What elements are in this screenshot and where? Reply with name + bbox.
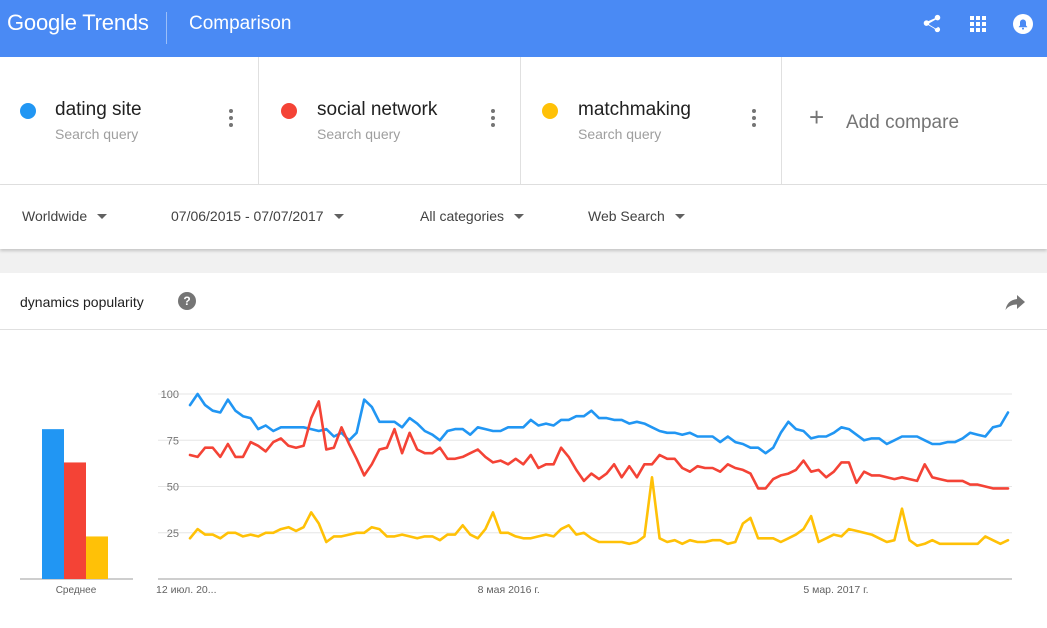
compare-card-matchmaking[interactable]: matchmaking Search query: [521, 57, 782, 185]
compare-term[interactable]: matchmaking: [578, 99, 691, 120]
google-trends-logo[interactable]: Google Trends: [7, 10, 149, 35]
series-color-dot: [20, 103, 36, 119]
search-type-value: Web Search: [588, 208, 665, 224]
x-tick-label: 5 мар. 2017 г.: [803, 584, 868, 596]
region-dropdown[interactable]: Worldwide: [22, 208, 108, 224]
more-options-icon[interactable]: [751, 109, 757, 129]
help-icon[interactable]: ?: [178, 292, 196, 310]
compare-term-type: Search query: [55, 126, 139, 142]
category-dropdown[interactable]: All categories: [420, 208, 525, 224]
dropdown-arrow-icon: [97, 213, 108, 219]
filter-bar: Worldwide 07/06/2015 - 07/07/2017 All ca…: [0, 185, 1047, 249]
more-options-icon[interactable]: [228, 109, 234, 129]
interest-line-chart: 25 50 75 100 12 июл. 20... 8 мая 2016 г. 5 мар…: [156, 389, 1012, 596]
compare-terms-row: dating site Search query social network …: [0, 57, 1047, 185]
compare-term[interactable]: dating site: [55, 99, 142, 120]
search-type-dropdown[interactable]: Web Search: [588, 208, 685, 224]
dropdown-arrow-icon: [333, 213, 344, 219]
share-icon[interactable]: [920, 12, 944, 36]
series-color-dot: [542, 103, 558, 119]
y-tick-label: 75: [167, 435, 179, 447]
average-bar-chart: Среднее: [20, 429, 133, 596]
category-value: All categories: [420, 208, 505, 224]
header-divider: [166, 12, 167, 44]
share-arrow-icon[interactable]: [1004, 292, 1026, 312]
add-compare-label: Add compare: [846, 112, 960, 133]
add-compare-button[interactable]: + Add compare: [782, 57, 1047, 185]
y-tick-label: 50: [167, 482, 179, 494]
dropdown-arrow-icon: [514, 213, 525, 219]
plus-icon: +: [809, 102, 825, 132]
dropdown-arrow-icon: [674, 213, 685, 219]
more-options-icon[interactable]: [490, 109, 496, 129]
compare-term-type: Search query: [317, 126, 401, 142]
page-title: Comparison: [189, 13, 292, 34]
y-tick-label: 25: [167, 528, 179, 540]
y-tick-label: 100: [161, 389, 179, 401]
compare-term-type: Search query: [578, 126, 662, 142]
notifications-bell-icon[interactable]: [1011, 12, 1035, 36]
interest-over-time-panel: dynamics popularity ? Среднее 25 50 75 100 1…: [0, 273, 1047, 628]
avg-bar-social-network[interactable]: [64, 462, 86, 579]
date-range-value: 07/06/2015 - 07/07/2017: [171, 208, 324, 224]
series-line-matchmaking[interactable]: [188, 476, 1010, 547]
top-app-bar: Google Trends Comparison: [0, 0, 1047, 57]
avg-chart-xlabel: Среднее: [56, 585, 97, 596]
compare-card-social-network[interactable]: social network Search query: [259, 57, 521, 185]
apps-grid-icon[interactable]: [966, 12, 990, 36]
series-line-dating-site[interactable]: [188, 392, 1010, 455]
panel-divider: [0, 329, 1047, 330]
date-range-dropdown[interactable]: 07/06/2015 - 07/07/2017: [171, 208, 344, 224]
region-value: Worldwide: [22, 208, 88, 224]
avg-bar-matchmaking[interactable]: [86, 536, 108, 579]
x-tick-label: 12 июл. 20...: [156, 584, 217, 596]
panel-title: dynamics popularity: [20, 294, 144, 310]
compare-term[interactable]: social network: [317, 99, 438, 120]
compare-card-dating-site[interactable]: dating site Search query: [0, 57, 259, 185]
series-line-social-network[interactable]: [188, 400, 1010, 490]
avg-bar-dating-site[interactable]: [42, 429, 64, 579]
x-tick-label: 8 мая 2016 г.: [478, 584, 540, 596]
series-color-dot: [281, 103, 297, 119]
